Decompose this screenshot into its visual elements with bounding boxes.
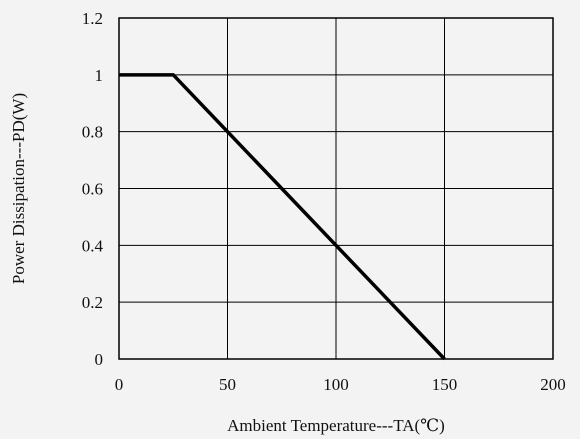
y-tick-label: 0.8 [82,123,103,142]
y-axis-title: Power Dissipation---PD(W) [9,93,28,284]
x-tick-label: 150 [432,375,458,394]
x-tick-label: 50 [219,375,236,394]
y-tick-label: 0.2 [82,293,103,312]
grid-lines [118,17,554,360]
series-layer [118,73,446,361]
x-axis-title: Ambient Temperature---TA(℃) [227,416,445,435]
x-tick-label: 100 [323,375,349,394]
y-tick-label: 0 [95,350,104,369]
y-tick-labels: 0 0.2 0.4 0.6 0.8 1 1.2 [82,9,104,369]
plot-frame [118,17,554,360]
x-tick-label: 0 [115,375,124,394]
y-tick-label: 0.4 [82,236,104,255]
y-tick-label: 1 [95,66,104,85]
y-tick-label: 0.6 [82,180,103,199]
x-tick-label: 200 [540,375,566,394]
x-tick-labels: 0 50 100 150 200 [115,375,566,394]
y-tick-label: 1.2 [82,9,103,28]
series-line [119,73,446,361]
